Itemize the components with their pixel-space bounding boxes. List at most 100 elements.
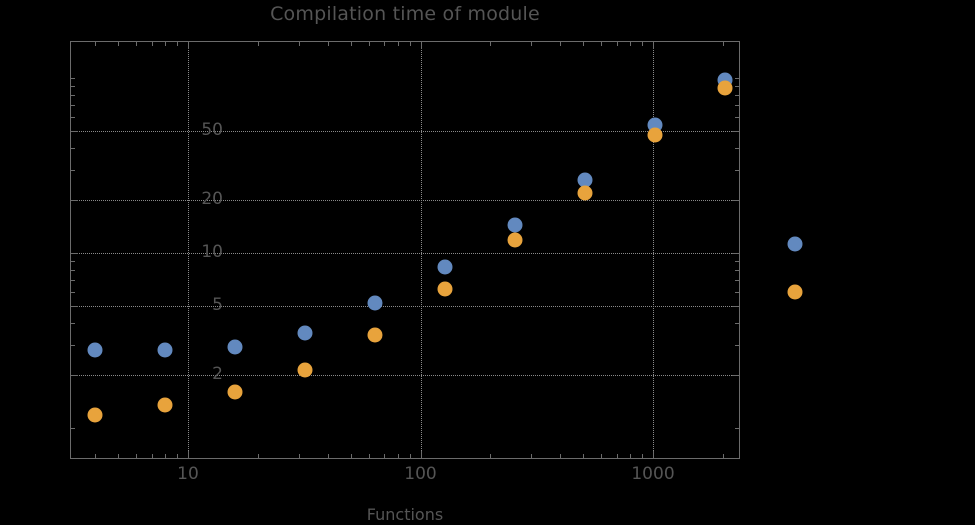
- data-point-blue: [367, 295, 383, 311]
- axis-tick: [616, 41, 618, 46]
- axis-tick: [560, 454, 562, 459]
- axis-tick: [70, 261, 75, 262]
- axis-tick: [188, 451, 189, 459]
- data-point-orange: [437, 281, 453, 297]
- axis-tick: [601, 454, 603, 459]
- axis-tick: [70, 305, 78, 307]
- axis-tick: [653, 451, 654, 459]
- axis-tick: [732, 305, 740, 307]
- data-point-blue: [787, 236, 803, 252]
- axis-tick: [732, 200, 740, 202]
- data-point-orange: [297, 362, 313, 378]
- data-point-blue: [227, 339, 243, 355]
- axis-tick: [735, 116, 740, 118]
- axis-tick: [735, 86, 740, 87]
- axis-tick: [722, 41, 724, 46]
- data-point-blue: [297, 325, 313, 341]
- data-point-orange: [717, 80, 733, 96]
- axis-tick: [136, 41, 138, 46]
- data-point-blue: [577, 172, 593, 188]
- axis-tick: [490, 41, 492, 46]
- axis-tick: [531, 454, 533, 459]
- axis-tick: [735, 105, 740, 107]
- axis-tick: [177, 41, 179, 46]
- y-tick-label: 2: [212, 364, 223, 385]
- axis-tick: [70, 130, 78, 132]
- axis-tick: [70, 253, 78, 254]
- axis-tick: [70, 116, 75, 118]
- axis-tick: [70, 375, 78, 377]
- axis-tick: [630, 454, 632, 459]
- axis-tick: [298, 41, 300, 46]
- gridline-horizontal: [70, 305, 740, 307]
- axis-tick: [531, 41, 533, 46]
- axis-tick: [735, 169, 740, 171]
- axis-tick: [722, 454, 724, 459]
- chart-title: Compilation time of module: [270, 3, 540, 25]
- axis-tick: [630, 41, 632, 46]
- axis-tick: [409, 41, 411, 46]
- data-point-blue: [437, 259, 453, 275]
- axis-tick: [257, 41, 259, 46]
- axis-tick: [350, 454, 352, 459]
- axis-tick: [397, 454, 399, 459]
- data-point-orange: [367, 327, 383, 343]
- axis-tick: [732, 253, 740, 254]
- axis-tick: [735, 261, 740, 262]
- data-point-blue: [507, 217, 523, 233]
- axis-tick: [735, 428, 740, 429]
- data-point-orange: [227, 384, 243, 400]
- axis-tick: [560, 41, 562, 46]
- axis-tick: [735, 78, 740, 79]
- axis-tick: [327, 454, 329, 459]
- data-point-orange: [507, 232, 523, 248]
- axis-tick: [642, 454, 644, 459]
- x-tick-label: 10: [177, 464, 199, 484]
- data-point-orange: [647, 127, 663, 143]
- plot-frame: [70, 41, 740, 459]
- axis-tick: [188, 41, 189, 49]
- y-tick-label: 10: [201, 242, 223, 262]
- axis-tick: [735, 344, 740, 346]
- data-point-blue: [157, 342, 173, 358]
- axis-tick: [384, 454, 386, 459]
- axis-tick: [95, 41, 97, 46]
- axis-tick: [165, 454, 167, 459]
- axis-tick: [70, 322, 75, 324]
- axis-tick: [735, 322, 740, 324]
- data-point-orange: [787, 284, 803, 300]
- y-tick-label: 20: [201, 189, 223, 210]
- axis-tick: [583, 454, 584, 459]
- axis-tick: [735, 291, 740, 293]
- x-tick-label: 100: [404, 464, 437, 484]
- axis-tick: [732, 130, 740, 132]
- axis-tick: [70, 86, 75, 87]
- axis-tick: [70, 147, 75, 149]
- axis-tick: [735, 147, 740, 149]
- axis-tick: [298, 454, 300, 459]
- axis-tick: [397, 41, 399, 46]
- axis-tick: [490, 454, 492, 459]
- axis-tick: [70, 269, 75, 271]
- axis-tick: [735, 280, 740, 282]
- axis-tick: [70, 200, 78, 202]
- axis-tick: [420, 41, 422, 49]
- x-tick-label: 1000: [631, 464, 675, 484]
- axis-tick: [136, 454, 138, 459]
- axis-tick: [350, 41, 352, 46]
- data-point-blue: [87, 342, 103, 358]
- axis-tick: [368, 454, 370, 459]
- x-axis-title: Functions: [366, 505, 444, 524]
- axis-tick: [70, 344, 75, 346]
- axis-tick: [735, 94, 740, 96]
- gridline-horizontal: [70, 200, 740, 202]
- axis-tick: [165, 41, 167, 46]
- gridline-vertical: [653, 41, 654, 459]
- axis-tick: [601, 41, 603, 46]
- gridline-horizontal: [70, 253, 740, 254]
- plot-area: [70, 41, 803, 459]
- data-point-orange: [157, 397, 173, 413]
- axis-tick: [653, 41, 654, 49]
- axis-tick: [151, 454, 153, 459]
- y-tick-label: 50: [201, 119, 223, 140]
